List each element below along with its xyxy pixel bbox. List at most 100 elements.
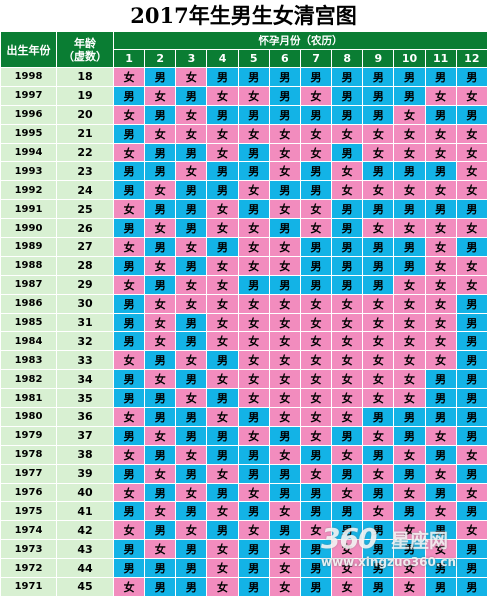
girl-cell: 女 <box>425 426 456 445</box>
girl-cell: 女 <box>176 162 207 181</box>
boy-cell: 男 <box>394 502 425 521</box>
boy-cell: 男 <box>207 483 238 502</box>
girl-cell: 女 <box>363 464 394 483</box>
girl-cell: 女 <box>238 351 269 370</box>
girl-cell: 女 <box>456 86 487 105</box>
boy-cell: 男 <box>114 426 145 445</box>
girl-cell: 女 <box>269 578 300 597</box>
girl-cell: 女 <box>176 483 207 502</box>
boy-cell: 男 <box>332 219 363 238</box>
boy-cell: 男 <box>456 238 487 257</box>
boy-cell: 男 <box>425 162 456 181</box>
boy-cell: 男 <box>363 200 394 219</box>
boy-cell: 男 <box>394 200 425 219</box>
boy-cell: 男 <box>394 68 425 87</box>
boy-cell: 男 <box>363 578 394 597</box>
page-title: 2017年生男生女清宫图 <box>0 0 487 31</box>
girl-cell: 女 <box>269 559 300 578</box>
birth-year-cell: 1997 <box>1 86 57 105</box>
girl-cell: 女 <box>394 143 425 162</box>
boy-cell: 男 <box>145 275 176 294</box>
age-header: 年龄 （虚数） <box>57 32 114 68</box>
girl-cell: 女 <box>145 426 176 445</box>
boy-cell: 男 <box>363 483 394 502</box>
girl-cell: 女 <box>425 86 456 105</box>
boy-cell: 男 <box>114 181 145 200</box>
girl-cell: 女 <box>207 559 238 578</box>
birth-year-cell: 1972 <box>1 559 57 578</box>
girl-cell: 女 <box>145 370 176 389</box>
boy-cell: 男 <box>114 162 145 181</box>
boy-cell: 男 <box>145 389 176 408</box>
boy-cell: 男 <box>300 105 331 124</box>
girl-cell: 女 <box>238 370 269 389</box>
boy-cell: 男 <box>238 464 269 483</box>
girl-cell: 女 <box>332 578 363 597</box>
boy-cell: 男 <box>300 559 331 578</box>
age-cell: 29 <box>57 275 114 294</box>
girl-cell: 女 <box>176 275 207 294</box>
girl-cell: 女 <box>207 219 238 238</box>
girl-cell: 女 <box>394 370 425 389</box>
boy-cell: 男 <box>114 124 145 143</box>
girl-cell: 女 <box>176 124 207 143</box>
boy-cell: 男 <box>394 162 425 181</box>
girl-cell: 女 <box>394 313 425 332</box>
girl-cell: 女 <box>269 124 300 143</box>
girl-cell: 女 <box>114 445 145 464</box>
girl-cell: 女 <box>269 389 300 408</box>
girl-cell: 女 <box>456 483 487 502</box>
boy-cell: 男 <box>176 559 207 578</box>
girl-cell: 女 <box>363 313 394 332</box>
girl-cell: 女 <box>238 256 269 275</box>
girl-cell: 女 <box>114 105 145 124</box>
boy-cell: 男 <box>238 200 269 219</box>
boy-cell: 男 <box>269 521 300 540</box>
boy-cell: 男 <box>207 105 238 124</box>
girl-cell: 女 <box>238 238 269 257</box>
boy-cell: 男 <box>176 464 207 483</box>
boy-cell: 男 <box>425 483 456 502</box>
boy-cell: 男 <box>145 408 176 427</box>
boy-cell: 男 <box>238 502 269 521</box>
girl-cell: 女 <box>207 275 238 294</box>
girl-cell: 女 <box>425 124 456 143</box>
month-header-4: 4 <box>207 50 238 68</box>
boy-cell: 男 <box>425 578 456 597</box>
boy-cell: 男 <box>363 540 394 559</box>
boy-cell: 男 <box>456 313 487 332</box>
boy-cell: 男 <box>207 162 238 181</box>
girl-cell: 女 <box>176 238 207 257</box>
age-cell: 25 <box>57 200 114 219</box>
age-cell: 41 <box>57 502 114 521</box>
birth-year-header: 出生年份 <box>1 32 57 68</box>
girl-cell: 女 <box>394 521 425 540</box>
girl-cell: 女 <box>456 143 487 162</box>
birth-year-cell: 1973 <box>1 540 57 559</box>
girl-cell: 女 <box>332 540 363 559</box>
girl-cell: 女 <box>300 426 331 445</box>
girl-cell: 女 <box>238 332 269 351</box>
boy-cell: 男 <box>114 86 145 105</box>
boy-cell: 男 <box>176 143 207 162</box>
girl-cell: 女 <box>114 578 145 597</box>
girl-cell: 女 <box>269 370 300 389</box>
girl-cell: 女 <box>269 238 300 257</box>
boy-cell: 男 <box>114 219 145 238</box>
girl-cell: 女 <box>269 502 300 521</box>
girl-cell: 女 <box>207 370 238 389</box>
boy-cell: 男 <box>456 540 487 559</box>
boy-cell: 男 <box>300 578 331 597</box>
age-cell: 33 <box>57 351 114 370</box>
girl-cell: 女 <box>176 294 207 313</box>
boy-cell: 男 <box>332 86 363 105</box>
girl-cell: 女 <box>176 105 207 124</box>
